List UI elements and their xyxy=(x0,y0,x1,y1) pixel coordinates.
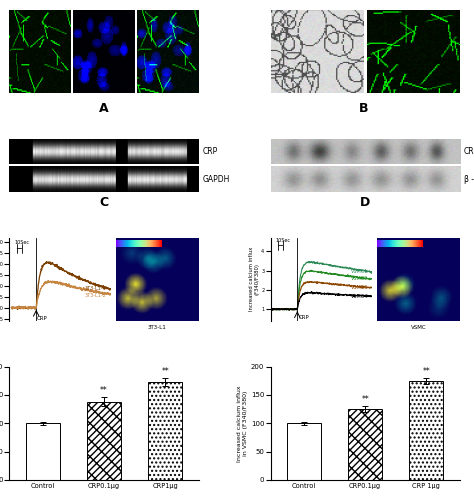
Text: 3T3-L1-1: 3T3-L1-1 xyxy=(85,286,107,291)
Text: **: ** xyxy=(361,395,369,404)
Text: CRP: CRP xyxy=(298,316,309,320)
Bar xyxy=(148,382,182,480)
Text: VSMC4: VSMC4 xyxy=(351,294,369,299)
Bar xyxy=(26,424,60,480)
Text: β -actin: β -actin xyxy=(464,174,474,184)
Text: VSMC: VSMC xyxy=(410,325,426,330)
Text: B: B xyxy=(358,102,368,114)
Bar xyxy=(87,402,121,480)
Text: 3T3-L1-2: 3T3-L1-2 xyxy=(85,294,107,298)
Text: A: A xyxy=(99,102,109,114)
Bar xyxy=(287,424,321,480)
Text: **: ** xyxy=(422,366,430,376)
Text: VSMC1: VSMC1 xyxy=(351,270,369,274)
Text: **: ** xyxy=(161,366,169,376)
Text: 10Sec: 10Sec xyxy=(275,238,291,243)
Text: 3T3-L1: 3T3-L1 xyxy=(148,325,167,330)
Text: CRP: CRP xyxy=(202,147,218,156)
Text: CRP: CRP xyxy=(464,147,474,156)
Text: VSMC3: VSMC3 xyxy=(351,285,369,290)
Text: 10Sec: 10Sec xyxy=(14,240,29,245)
Bar xyxy=(410,380,443,480)
Y-axis label: Increased calcium influx
in VSMC (F340/F380): Increased calcium influx in VSMC (F340/F… xyxy=(237,385,248,462)
Text: C: C xyxy=(100,196,109,208)
Text: VSMC2: VSMC2 xyxy=(351,276,369,281)
Bar xyxy=(348,409,382,480)
Y-axis label: Increased calcium influx
(F340/F380): Increased calcium influx (F340/F380) xyxy=(249,247,260,312)
Text: GAPDH: GAPDH xyxy=(202,174,230,184)
Text: D: D xyxy=(360,196,370,208)
Text: **: ** xyxy=(100,386,108,395)
Text: CRP: CRP xyxy=(37,316,48,322)
